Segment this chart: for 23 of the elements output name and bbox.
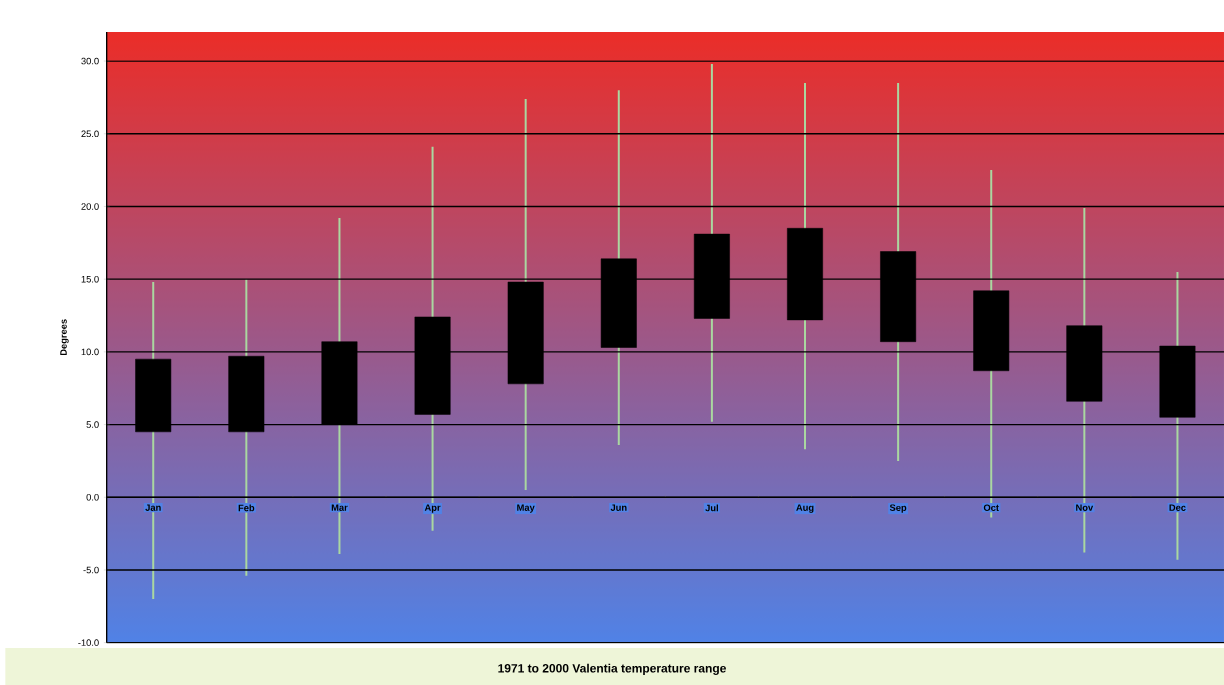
x-tick-label: Feb <box>238 504 255 512</box>
y-tick-label: -10.0 <box>78 639 99 646</box>
y-tick-label: 10.0 <box>81 348 99 356</box>
y-tick-label: 15.0 <box>81 275 99 283</box>
x-tick-label: Jun <box>610 504 627 511</box>
x-tick-label: Aug <box>796 504 814 513</box>
x-tick-label: Sep <box>889 504 907 513</box>
y-tick-label: 5.0 <box>86 421 99 428</box>
y-tick-label: -5.0 <box>83 566 99 574</box>
x-tick-label: May <box>517 504 535 513</box>
y-tick-label: 25.0 <box>81 130 99 137</box>
x-tick-label: Nov <box>1076 504 1094 511</box>
text: 1971 to 2000 Valentia temperature range <box>498 663 726 675</box>
y-tick-label: 20.0 <box>81 203 99 210</box>
x-tick-label: Jan <box>145 504 161 511</box>
x-tick-label: Apr <box>424 504 441 513</box>
y-axis-title: Degrees <box>60 319 69 355</box>
x-tick-label: Mar <box>331 504 348 511</box>
y-tick-label: 30.0 <box>81 57 99 65</box>
x-tick-label: Oct <box>983 504 999 511</box>
y-tick-label: 0.0 <box>86 493 99 501</box>
x-tick-label: Dec <box>1169 504 1186 511</box>
x-tick-label: Jul <box>705 504 718 512</box>
